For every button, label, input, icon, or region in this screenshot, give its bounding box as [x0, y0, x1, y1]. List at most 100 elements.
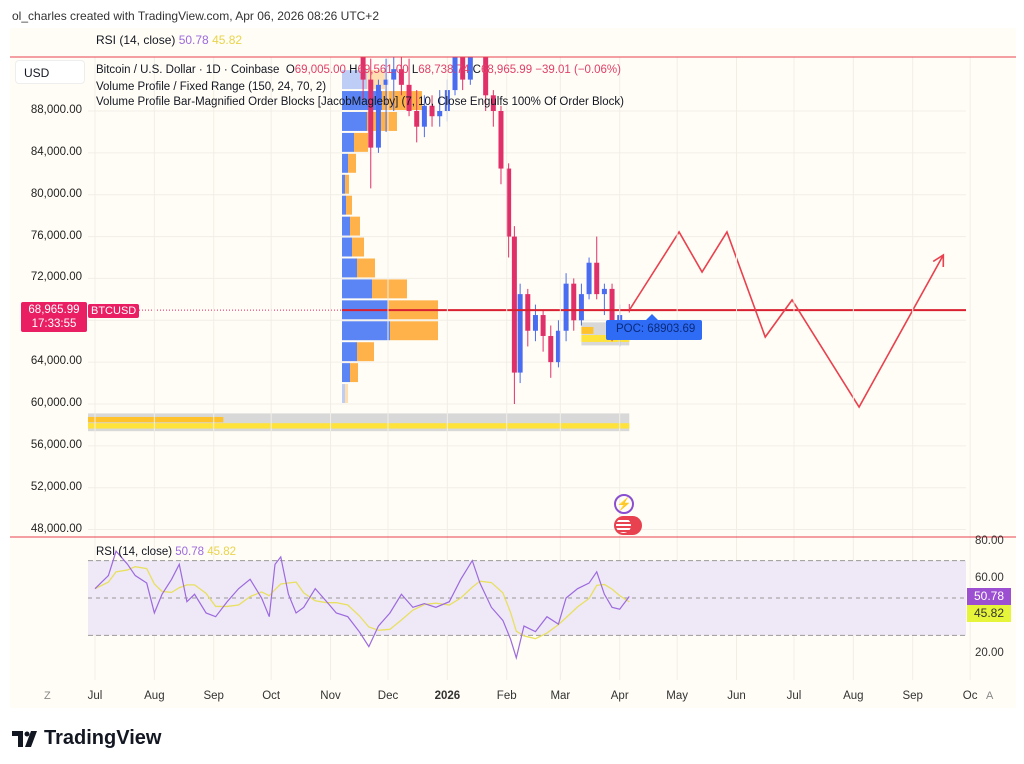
candle-body — [383, 79, 389, 85]
tradingview-logo[interactable]: TradingView — [12, 727, 161, 750]
candle-body — [476, 27, 481, 37]
candle-body — [563, 283, 569, 331]
time-axis-label: Oc — [962, 690, 978, 702]
h-label: H — [349, 64, 358, 76]
volume-profile-down-bar — [345, 174, 349, 194]
volume-profile-up-bar — [342, 342, 357, 362]
bar-countdown: 17:33:55 — [31, 318, 77, 330]
candle-body — [421, 105, 427, 127]
volume-profile-down-bar — [357, 342, 374, 362]
candle-body — [555, 330, 561, 363]
last-price: 68,965.99 — [28, 304, 80, 316]
price-axis-label: 60,000.00 — [30, 396, 82, 409]
time-axis-label: Aug — [144, 690, 165, 702]
rsi-value: 50.78 — [178, 33, 209, 47]
price-axis-label: 80,000.00 — [30, 187, 82, 200]
change-value: −39.01 (−0.06%) — [535, 64, 621, 76]
candle-body — [429, 105, 435, 117]
projection-arrow-head — [932, 253, 945, 267]
time-axis-label: Sep — [902, 690, 923, 702]
volume-profile-down-bar — [352, 237, 364, 257]
candle-body — [571, 283, 577, 321]
order-block-volume-bar — [581, 335, 630, 342]
candle-body — [532, 315, 538, 331]
lightning-event-icon[interactable]: ⚡ — [614, 494, 634, 514]
candle-body — [368, 79, 374, 148]
order-block-volume-bar — [88, 416, 224, 423]
volume-profile-up-bar — [342, 216, 350, 236]
candle-body — [578, 294, 584, 321]
volume-profile-down-bar — [382, 91, 422, 110]
volume-profile-up-bar — [342, 279, 372, 299]
candle-body — [586, 262, 592, 295]
volume-profile-up-bar — [342, 321, 390, 341]
us-flag-event-icon[interactable] — [614, 516, 642, 535]
open-value: 69,005.00 — [294, 64, 346, 76]
price-axis-label: 64,000.00 — [30, 355, 82, 368]
projection-path — [628, 230, 945, 409]
high-value: 69,561.00 — [357, 64, 409, 76]
time-axis-label: Oct — [262, 690, 281, 702]
symbol-name: Bitcoin / U.S. Dollar · 1D · Coinbase — [96, 64, 280, 76]
auto-scale-button[interactable]: A — [986, 690, 994, 702]
volume-profile-down-bar — [354, 132, 368, 152]
last-price-badge: 68,965.99 17:33:55 — [21, 302, 87, 332]
volume-profile-up-bar — [342, 363, 350, 383]
zoom-button[interactable]: Z — [44, 690, 51, 702]
candle-body — [498, 111, 504, 169]
candle-body — [490, 95, 496, 111]
candle-body — [414, 111, 420, 127]
time-axis-label: Dec — [377, 690, 399, 702]
order-block-volume-bar — [88, 423, 630, 429]
rsi-pane-title: RSI (14, close) — [96, 546, 173, 558]
rsi-axis-label: 20.00 — [975, 647, 1004, 660]
time-axis-label: Nov — [320, 690, 341, 702]
price-axis-label: 88,000.00 — [30, 104, 82, 116]
order-block-volume-bar — [581, 326, 594, 334]
candle-body — [398, 69, 404, 85]
volume-profile-up-bar — [342, 258, 357, 278]
price-axis-label: 48,000.00 — [30, 522, 82, 535]
rsi-ma-value: 45.82 — [212, 33, 243, 47]
candle-body — [452, 57, 458, 91]
currency-button[interactable]: USD — [15, 60, 85, 84]
candle-body — [594, 262, 600, 295]
volume-profile-down-bar — [348, 153, 356, 173]
candle-body — [375, 84, 381, 148]
time-axis-label: Sep — [203, 690, 224, 702]
time-axis-label: Jul — [87, 690, 103, 702]
volume-profile-legend[interactable]: Volume Profile / Fixed Range (150, 24, 7… — [96, 81, 327, 93]
price-axis-label: 84,000.00 — [30, 145, 82, 158]
candle-body — [525, 294, 531, 331]
o-label: O — [285, 64, 295, 76]
header-rsi-legend: RSI (14, close) 50.78 45.82 — [96, 33, 242, 47]
time-axis-label: Aug — [843, 690, 864, 702]
volume-profile-down-bar — [390, 321, 438, 341]
price-axis-label: 72,000.00 — [30, 271, 82, 284]
candle-body — [406, 84, 412, 111]
candle-body — [467, 57, 473, 80]
candle-body — [506, 168, 512, 237]
rsi-pane-legend[interactable]: RSI (14, close) 50.78 45.82 — [96, 546, 236, 558]
candle-body — [483, 57, 489, 96]
candle-body — [460, 57, 466, 80]
rsi-ma-line — [94, 566, 630, 640]
volume-profile-down-bar — [367, 112, 397, 131]
rsi-pane-ma-value: 45.82 — [207, 546, 237, 558]
time-axis-label: Jul — [786, 690, 802, 702]
rsi-pane-value: 50.78 — [175, 546, 205, 558]
price-pane — [88, 27, 966, 531]
time-axis-label: 2026 — [434, 690, 461, 702]
order-blocks-legend[interactable]: Volume Profile Bar-Magnified Order Block… — [96, 96, 624, 108]
volume-profile-up-bar — [342, 195, 346, 215]
price-axis-label: 76,000.00 — [30, 229, 82, 242]
rsi-value-badge: 50.78 — [967, 588, 1011, 605]
close-value: 68,965.99 — [480, 64, 533, 76]
volume-profile-up-bar — [342, 112, 367, 131]
volume-profile-up-bar — [342, 132, 354, 152]
symbol-legend[interactable]: Bitcoin / U.S. Dollar · 1D · Coinbase O6… — [96, 64, 621, 76]
poc-label: POC: 68903.69 — [606, 320, 702, 340]
candle-body — [437, 111, 443, 117]
candle-body — [540, 315, 546, 336]
